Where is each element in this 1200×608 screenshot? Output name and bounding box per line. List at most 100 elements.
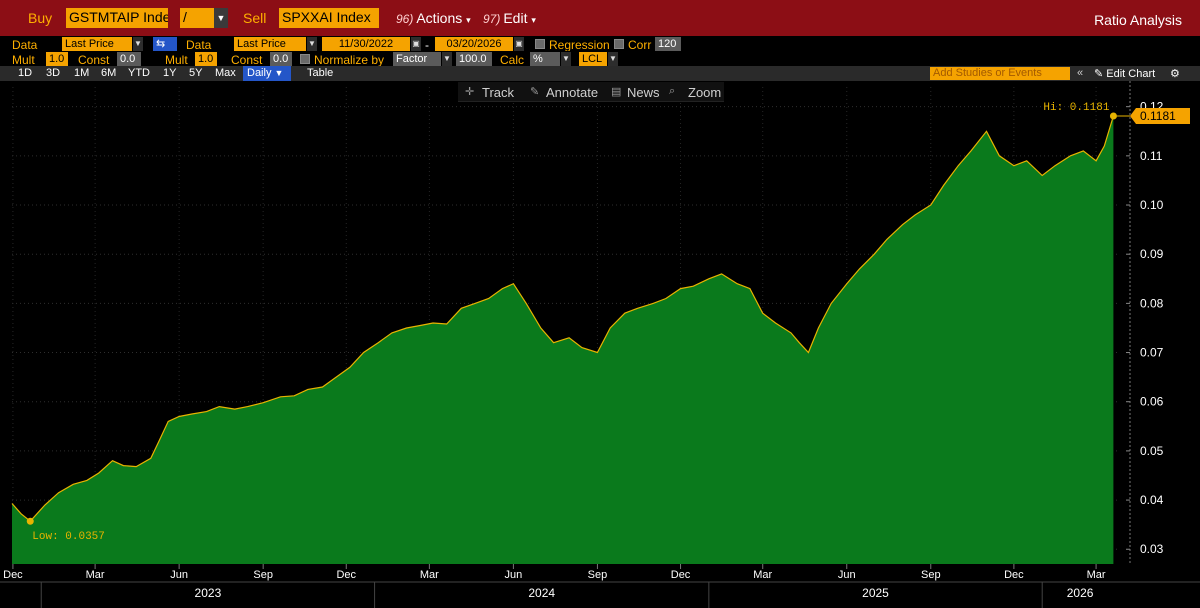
chart-annotations: Low: 0.0357 Hi: 0.1181 0.1181 [26, 102, 1190, 543]
y-tick-label: 0.10 [1140, 198, 1164, 212]
mult2-label: Mult [165, 53, 188, 67]
calc-select[interactable]: % [530, 52, 560, 66]
settings-gear-icon[interactable]: ⚙ [1170, 68, 1180, 80]
corr-checkbox[interactable] [614, 39, 624, 49]
normalize-label: Normalize by [314, 53, 385, 67]
corr-window-input[interactable]: 120 [655, 37, 681, 51]
chart-toolbox: ✛ Track ✎ Annotate ▤ News ⌕ Zoom [458, 82, 724, 102]
edit-label: Edit [503, 10, 528, 26]
range-ytd[interactable]: YTD [128, 67, 150, 79]
const1-input[interactable]: 0.0 [117, 52, 141, 66]
range-bar: 1D 3D 1M 6M YTD 1Y 5Y Max Daily ▼ Table … [0, 66, 1200, 81]
normalize-dropdown-icon[interactable]: ▼ [442, 52, 452, 66]
frequency-caret-icon: ▼ [274, 68, 284, 78]
operator-dropdown-icon[interactable]: ▼ [214, 8, 228, 28]
range-5y[interactable]: 5Y [189, 67, 203, 79]
end-date-input[interactable]: 03/20/2026 [435, 37, 513, 51]
y-tick-label: 0.08 [1140, 296, 1164, 310]
zoom-button[interactable]: Zoom [688, 85, 722, 100]
normalize-checkbox[interactable] [300, 54, 310, 64]
data2-label: Data [186, 38, 212, 52]
corr-label: Corr [628, 38, 652, 52]
const1-label: Const [78, 53, 110, 67]
x-tick-label: Dec [671, 569, 691, 581]
currency-dropdown-icon[interactable]: ▼ [608, 52, 618, 66]
actions-menu[interactable]: 96) Actions ▾ [396, 10, 471, 26]
data2-select[interactable]: Last Price [234, 37, 306, 51]
data1-select[interactable]: Last Price [62, 37, 132, 51]
x-tick-label: Mar [1087, 569, 1106, 581]
header-bar: Buy GSTMTAIP Inde / ▼ Sell SPXXAI Index … [0, 0, 1200, 36]
y-tick-label: 0.06 [1140, 395, 1164, 409]
annotate-icon: ✎ [530, 86, 540, 98]
hi-label: Hi: 0.1181 [1043, 102, 1109, 114]
start-date-input[interactable]: 11/30/2022 [322, 37, 410, 51]
x-tick-label: Jun [170, 569, 188, 581]
ratio-line [11, 115, 1114, 523]
regression-checkbox[interactable] [535, 39, 545, 49]
sell-label: Sell [243, 10, 267, 26]
y-tick-label: 0.04 [1140, 493, 1164, 507]
x-tick-label: Dec [3, 569, 23, 581]
start-calendar-icon[interactable]: ▣ [411, 37, 421, 51]
news-icon: ▤ [611, 86, 622, 98]
range-1d[interactable]: 1D [18, 67, 33, 79]
data2-dropdown-icon[interactable]: ▼ [307, 37, 317, 51]
range-1m[interactable]: 1M [74, 67, 90, 79]
y-tick-label: 0.05 [1140, 444, 1164, 458]
x-year-label: 2023 [195, 586, 222, 600]
x-year-label: 2026 [1067, 586, 1094, 600]
date-separator: - [425, 38, 429, 52]
last-value-tag [1130, 108, 1190, 125]
y-axis: 0.030.040.050.060.070.080.090.100.110.12 [1126, 81, 1164, 564]
edit-chart-button[interactable]: ✎ Edit Chart [1094, 67, 1155, 80]
add-studies-input[interactable]: Add Studies or Events [930, 67, 1070, 80]
track-icon: ✛ [465, 86, 475, 98]
range-1y[interactable]: 1Y [163, 67, 177, 79]
swap-icon[interactable]: ⇆ [153, 37, 177, 51]
news-button[interactable]: News [627, 85, 660, 100]
frequency-label: Daily [247, 67, 272, 79]
range-3d[interactable]: 3D [46, 67, 61, 79]
x-tick-label: Sep [921, 569, 941, 581]
buy-label: Buy [28, 10, 53, 26]
x-tick-label: Dec [336, 569, 356, 581]
last-value-label: 0.1181 [1140, 109, 1176, 123]
const2-label: Const [231, 53, 263, 67]
data1-dropdown-icon[interactable]: ▼ [133, 37, 143, 51]
edit-menu[interactable]: 97) Edit ▾ [483, 10, 536, 26]
annotate-button[interactable]: Annotate [546, 85, 599, 100]
track-button[interactable]: Track [482, 85, 515, 100]
end-calendar-icon[interactable]: ▣ [514, 37, 524, 51]
operator-select[interactable]: / [180, 8, 214, 28]
sell-ticker-input[interactable]: SPXXAI Index [279, 8, 379, 28]
mult2-input[interactable]: 1.0 [195, 52, 217, 66]
normalize-amount-input[interactable]: 100.0 [456, 52, 492, 66]
table-button[interactable]: Table [307, 67, 334, 79]
buy-ticker-input[interactable]: GSTMTAIP Inde [66, 8, 168, 28]
frequency-select[interactable]: Daily ▼ [243, 66, 291, 81]
pencil-icon: ✎ [1094, 68, 1104, 80]
regression-label: Regression [549, 38, 610, 52]
mult1-label: Mult [12, 53, 35, 67]
currency-select[interactable]: LCL [579, 52, 607, 66]
normalize-select[interactable]: Factor [393, 52, 441, 66]
calc-dropdown-icon[interactable]: ▼ [561, 52, 571, 66]
edit-chart-label: Edit Chart [1106, 68, 1156, 80]
x-tick-label: Jun [505, 569, 523, 581]
y-tick-label: 0.09 [1140, 247, 1164, 261]
collapse-icon[interactable]: « [1077, 67, 1084, 79]
data-row: Data Last Price ▼ ⇆ Data Last Price ▼ 11… [0, 36, 1200, 52]
range-max[interactable]: Max [215, 67, 236, 79]
x-axis-band [0, 564, 1200, 608]
edit-number: 97) [483, 12, 501, 26]
const2-input[interactable]: 0.0 [270, 52, 292, 66]
x-tick-label: Sep [588, 569, 608, 581]
mult1-input[interactable]: 1.0 [46, 52, 68, 66]
x-year-label: 2025 [862, 586, 889, 600]
ratio-chart[interactable]: 0.030.040.050.060.070.080.090.100.110.12… [0, 81, 1200, 608]
range-6m[interactable]: 6M [101, 67, 117, 79]
low-label: Low: 0.0357 [32, 531, 105, 543]
mult-row: Mult 1.0 Const 0.0 Mult 1.0 Const 0.0 No… [0, 51, 1200, 67]
x-tick-label: Mar [86, 569, 105, 581]
